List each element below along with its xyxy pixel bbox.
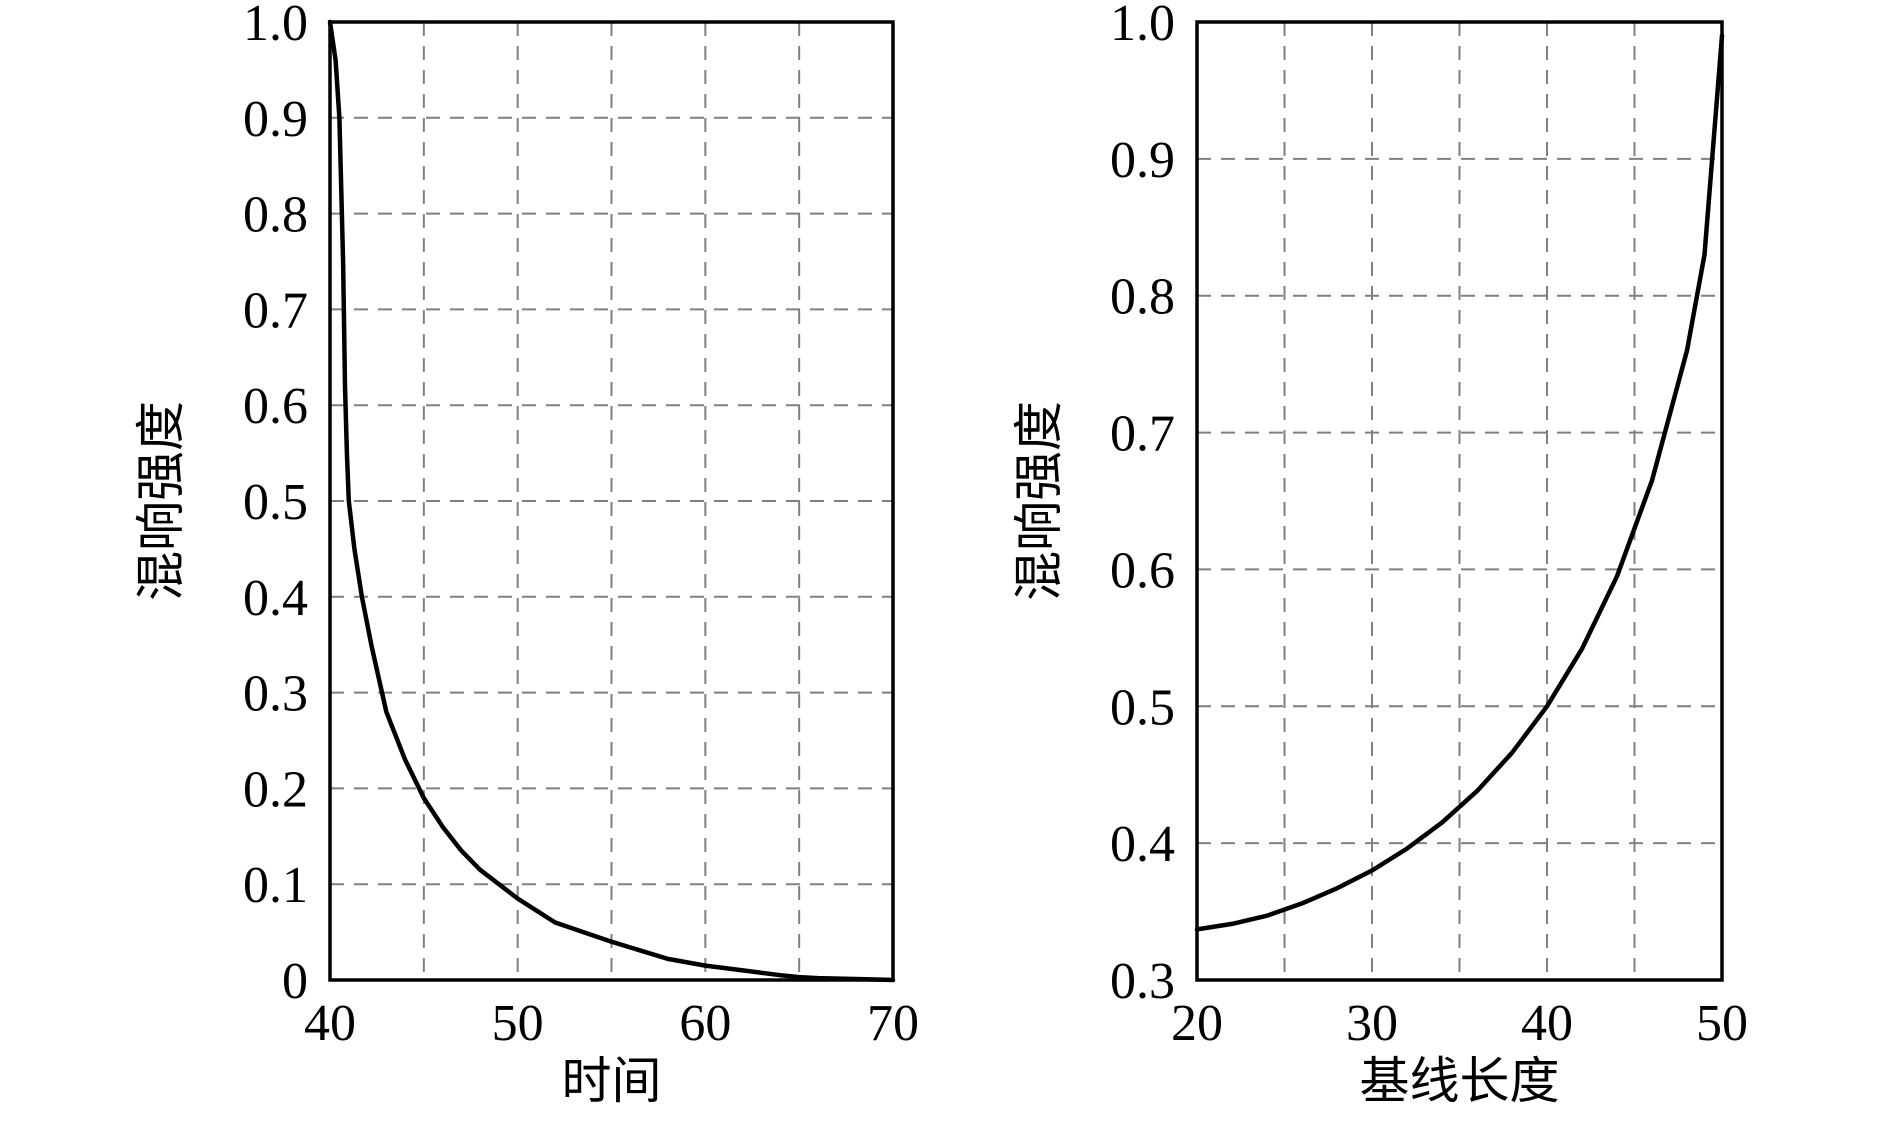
y-tick-label: 0.1 — [243, 857, 308, 914]
x-tick-label: 60 — [679, 995, 731, 1052]
y-tick-label: 0.9 — [1110, 132, 1175, 189]
y-axis-title: 混响强度 — [132, 401, 190, 601]
y-tick-label: 1.0 — [243, 0, 308, 52]
x-tick-label: 40 — [304, 995, 356, 1052]
x-axis-title: 基线长度 — [1360, 1052, 1560, 1110]
x-tick-label: 50 — [1696, 995, 1748, 1052]
y-tick-label: 0.8 — [1110, 269, 1175, 326]
plot-frame — [1195, 20, 1724, 982]
y-axis-title: 混响强度 — [1010, 401, 1068, 601]
chart-panel-2: 0.3 0.4 0.5 0.6 0.7 0.8 0.9 1.0 20 30 40 50 基线长度 混响强度 — [1010, 0, 1748, 1110]
x-tick-label: 70 — [867, 995, 919, 1052]
y-tick-label: 0 — [282, 953, 308, 1010]
y-tick-label: 0.3 — [1110, 953, 1175, 1010]
y-tick-label: 0.3 — [243, 666, 308, 723]
y-tick-label: 0.5 — [1110, 679, 1175, 736]
plot-frame — [328, 20, 895, 982]
y-tick-label: 0.5 — [243, 474, 308, 531]
y-tick-label: 0.6 — [1110, 542, 1175, 599]
chart-panel-1: 0 0.1 0.2 0.3 0.4 0.5 0.6 0.7 0.8 0.9 1.0 40 50 60 70 时… — [132, 0, 919, 1110]
y-tick-label: 0.7 — [243, 282, 308, 339]
x-tick-label: 30 — [1346, 995, 1398, 1052]
series-line-1 — [1194, 33, 1725, 932]
y-tick-label: 0.4 — [1110, 816, 1175, 873]
y-tick-label: 0.4 — [243, 570, 308, 627]
series-line-1 — [327, 19, 896, 983]
x-axis-title: 时间 — [562, 1052, 662, 1110]
x-tick-label: 50 — [492, 995, 544, 1052]
y-tick-label: 1.0 — [1110, 0, 1175, 52]
y-tick-label: 0.6 — [243, 378, 308, 435]
y-tick-label: 0.2 — [243, 761, 308, 818]
x-tick-label: 40 — [1521, 995, 1573, 1052]
x-tick-label: 20 — [1171, 995, 1223, 1052]
y-tick-label: 0.7 — [1110, 406, 1175, 463]
y-tick-label: 0.8 — [243, 187, 308, 244]
y-tick-label: 0.9 — [243, 91, 308, 148]
